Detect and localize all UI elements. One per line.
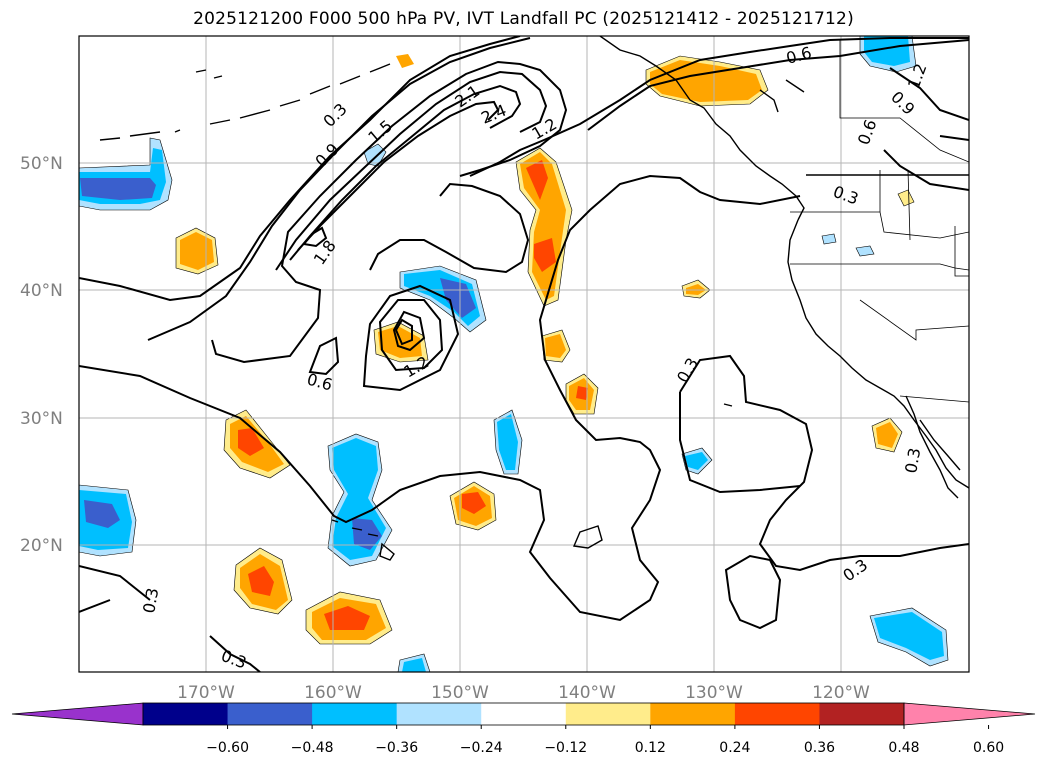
state-borders <box>790 40 969 403</box>
graticule <box>79 36 969 672</box>
colorbar-tick-label: −0.24 <box>460 740 503 756</box>
lon-label: 120°W <box>812 683 870 703</box>
colorbar-cell <box>481 703 567 725</box>
colorbar-cell <box>565 703 651 725</box>
colorbar-cell <box>819 703 905 725</box>
lon-label: 160°W <box>304 683 362 703</box>
map-area <box>79 36 969 672</box>
colorbar-tick-label: 0.24 <box>719 740 750 756</box>
colorbar-cell <box>650 703 736 725</box>
map-title: 2025121200 F000 500 hPa PV, IVT Landfall… <box>193 9 854 29</box>
contour-label: 0.3 <box>139 586 162 614</box>
ivt-positive-area <box>545 334 566 358</box>
ivt-positive-area <box>396 54 414 68</box>
colorbar-extend-low <box>11 702 144 726</box>
ivt-positive-area <box>238 428 264 456</box>
ivt-positive-area <box>526 160 548 200</box>
ivt-shading <box>79 36 949 672</box>
lon-label: 140°W <box>558 683 616 703</box>
ivt-positive-area <box>534 238 556 272</box>
colorbar-cell <box>312 703 398 725</box>
ivt-positive-area <box>248 566 274 596</box>
ivt-negative-area <box>363 143 387 167</box>
ivt-positive-area <box>876 422 898 448</box>
colorbar-tick-label: −0.48 <box>291 740 334 756</box>
ivt-positive-area <box>462 492 486 514</box>
colorbar-extend-high <box>903 702 1036 726</box>
lon-label: 150°W <box>431 683 489 703</box>
colorbar-tick-label: −0.36 <box>375 740 418 756</box>
colorbar-tick-label: 0.60 <box>973 740 1004 756</box>
ivt-negative-area <box>855 245 875 257</box>
coastlines <box>99 36 969 561</box>
ivt-positive-area <box>576 386 588 400</box>
colorbar-cell <box>734 703 820 725</box>
ivt-negative-area <box>874 612 944 660</box>
colorbar-cell <box>227 703 313 725</box>
lon-label: 130°W <box>685 683 743 703</box>
lat-label: 20°N <box>20 536 63 556</box>
ivt-positive-area <box>650 60 762 102</box>
lon-label: 170°W <box>177 683 235 703</box>
contour-label: 0.3 <box>901 446 924 474</box>
ivt-negative-area <box>80 178 156 200</box>
map-border <box>78 35 970 673</box>
colorbar-tick-label: −0.60 <box>206 740 249 756</box>
ivt-negative-area <box>84 500 120 528</box>
colorbar-tick-label: 0.48 <box>888 740 919 756</box>
ivt-negative-area <box>864 36 910 66</box>
lat-label: 40°N <box>20 281 63 301</box>
ivt-negative-area <box>821 233 837 245</box>
colorbar-cell <box>143 703 229 725</box>
lat-label: 50°N <box>20 154 63 174</box>
colorbar-tick-label: −0.12 <box>544 740 587 756</box>
colorbar-tick-label: 0.36 <box>804 740 835 756</box>
lat-label: 30°N <box>20 409 63 429</box>
colorbar-cell <box>396 703 482 725</box>
pv-contours <box>79 36 969 672</box>
ivt-negative-area <box>685 452 708 470</box>
colorbar: −0.60 −0.48 −0.36 −0.24 −0.12 0.12 0.24 0.36 0.4… <box>11 702 1036 756</box>
longitude-labels: 170°W 160°W 150°W 140°W 130°W 120°W <box>177 683 870 703</box>
ivt-negative-area <box>440 278 476 318</box>
colorbar-tick-label: 0.12 <box>635 740 666 756</box>
latitude-labels: 50°N 40°N 30°N 20°N <box>20 154 63 556</box>
ivt-negative-area <box>497 414 518 470</box>
ivt-positive-area <box>324 606 370 630</box>
ivt-negative-area <box>352 518 382 550</box>
ivt-negative-area <box>402 658 426 672</box>
ivt-positive-area <box>897 189 915 207</box>
